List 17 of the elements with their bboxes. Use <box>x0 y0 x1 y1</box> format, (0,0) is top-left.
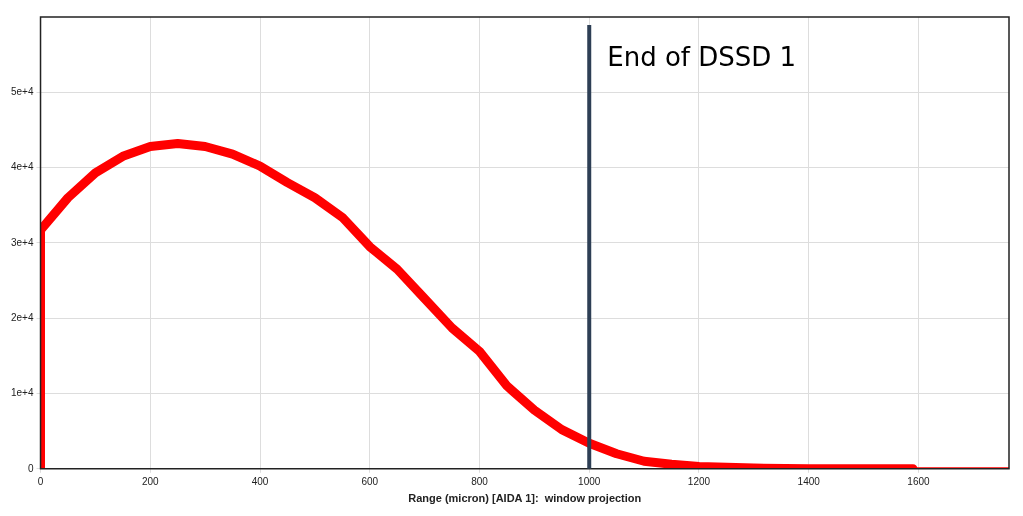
x-tick-label: 1600 <box>907 475 931 487</box>
y-tick-label: 2e+4 <box>10 311 34 323</box>
x-tick-label: 1000 <box>578 475 601 487</box>
x-tick-label: 0 <box>37 475 44 487</box>
x-tick-label: 400 <box>251 475 269 487</box>
ref-line-label: End of DSSD 1 <box>607 41 797 72</box>
x-tick-label: 1200 <box>687 475 711 487</box>
x-tick-label: 800 <box>471 475 489 487</box>
x-tick-label: 1400 <box>797 475 821 487</box>
y-tick-label: 5e+4 <box>10 86 34 98</box>
x-tick-label: 600 <box>361 475 379 487</box>
y-tick-label: 3e+4 <box>10 236 34 248</box>
y-tick-label: 4e+4 <box>10 161 34 173</box>
x-tick-label: 200 <box>141 475 160 487</box>
x-axis-title: Range (micron) [AIDA 1]: window projection <box>408 492 642 505</box>
y-tick-label: 1e+4 <box>10 387 34 399</box>
y-tick-label: 0 <box>27 462 34 474</box>
